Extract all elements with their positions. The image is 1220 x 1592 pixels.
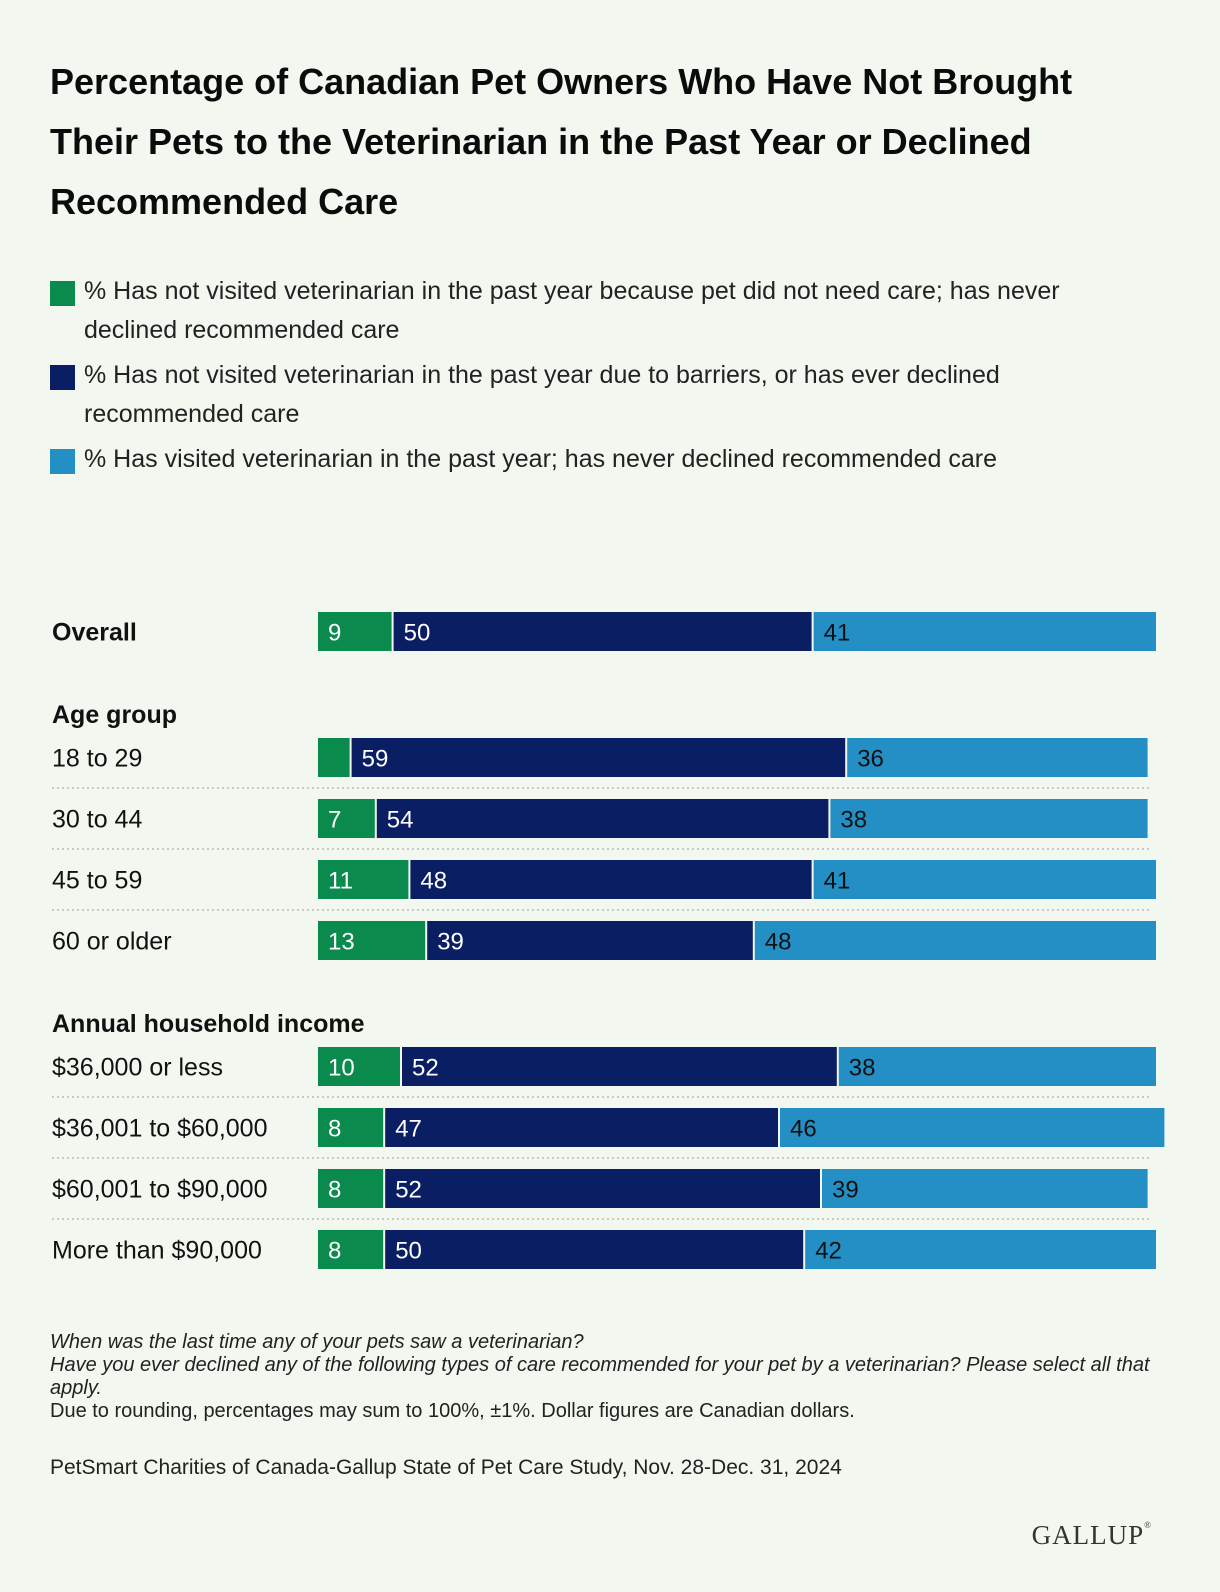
data-label: 48	[420, 868, 447, 895]
data-label: 39	[437, 929, 464, 956]
data-label: 10	[328, 1055, 355, 1082]
row-label: 60 or older	[52, 928, 172, 956]
bar-segment	[410, 860, 812, 899]
note-question-2: Have you ever declined any of the follow…	[50, 1354, 1150, 1399]
legend-label: % Has not visited veterinarian in the pa…	[84, 361, 1000, 428]
data-label: 41	[824, 620, 851, 647]
row-label: $36,000 or less	[52, 1054, 223, 1082]
bar-segment	[318, 860, 409, 899]
legend-item-barriers: % Has not visited veterinarian in the pa…	[50, 356, 1140, 434]
bar-segment	[385, 1108, 778, 1147]
chart-title: Percentage of Canadian Pet Owners Who Ha…	[50, 61, 1073, 222]
data-label: 48	[765, 929, 792, 956]
data-label: 36	[857, 746, 884, 773]
note-rounding: Due to rounding, percentages may sum to …	[50, 1400, 855, 1422]
data-label: 42	[815, 1238, 842, 1265]
bar-segment	[351, 738, 846, 777]
legend-swatch-green	[50, 281, 75, 306]
bar-segment	[318, 612, 392, 651]
data-label: 52	[395, 1177, 422, 1204]
data-label: 38	[840, 807, 867, 834]
source-line: PetSmart Charities of Canada-Gallup Stat…	[50, 1456, 842, 1479]
bar-segment	[402, 1047, 837, 1086]
bar-segment	[805, 1230, 1156, 1269]
logo-registered-mark: ®	[1144, 1520, 1152, 1530]
data-label: 52	[412, 1055, 439, 1082]
row-label: More than $90,000	[52, 1237, 262, 1265]
bar-segment	[385, 1169, 820, 1208]
bar-segment	[847, 738, 1148, 777]
bar-segment	[822, 1169, 1148, 1208]
bar-segment	[318, 921, 426, 960]
row-label: 30 to 44	[52, 806, 142, 834]
data-label: 41	[824, 868, 851, 895]
bar-segment	[830, 799, 1148, 838]
bar-segment	[838, 1047, 1156, 1086]
legend-swatch-blue	[50, 449, 75, 474]
legend: % Has not visited veterinarian in the pa…	[50, 272, 1140, 485]
row-label: $36,001 to $60,000	[52, 1115, 267, 1143]
bar-segment	[385, 1230, 804, 1269]
data-label: 9	[328, 620, 341, 647]
row-label: 18 to 29	[52, 745, 142, 773]
bar-segment	[754, 921, 1156, 960]
bar-segment	[318, 1169, 384, 1208]
data-label: 8	[328, 1238, 341, 1265]
legend-item-visited: % Has visited veterinarian in the past y…	[50, 440, 1140, 479]
legend-label: % Has not visited veterinarian in the pa…	[84, 277, 1060, 344]
row-label: $60,001 to $90,000	[52, 1176, 267, 1204]
legend-item-no-need: % Has not visited veterinarian in the pa…	[50, 272, 1140, 350]
group-heading: Age group	[52, 701, 177, 729]
data-label: 7	[328, 807, 341, 834]
row-label: Overall	[52, 619, 137, 647]
bar-segment	[318, 799, 375, 838]
data-label: 54	[387, 807, 414, 834]
gallup-logo: GALLUP®	[1032, 1520, 1152, 1551]
chart-notes: When was the last time any of your pets …	[50, 1331, 1170, 1423]
data-label: 38	[849, 1055, 876, 1082]
data-label: 47	[395, 1116, 422, 1143]
data-label: 59	[362, 746, 389, 773]
data-label: 8	[328, 1116, 341, 1143]
data-label: 39	[832, 1177, 859, 1204]
bar-segment	[813, 860, 1156, 899]
bar-segment	[318, 1108, 384, 1147]
legend-label: % Has visited veterinarian in the past y…	[84, 445, 997, 473]
group-heading: Annual household income	[52, 1010, 365, 1038]
bar-segment	[318, 1230, 384, 1269]
note-question-1: When was the last time any of your pets …	[50, 1331, 584, 1353]
bar-segment	[318, 738, 350, 777]
data-label: 8	[328, 1177, 341, 1204]
bar-segment	[813, 612, 1156, 651]
data-label: 13	[328, 929, 355, 956]
data-label: 46	[790, 1116, 817, 1143]
bar-segment	[427, 921, 753, 960]
data-label: 50	[404, 620, 431, 647]
data-label: 50	[395, 1238, 422, 1265]
logo-text: GALLUP	[1031, 1520, 1145, 1550]
bar-segment	[780, 1108, 1165, 1147]
legend-swatch-navy	[50, 365, 75, 390]
bar-segment	[393, 612, 812, 651]
bar-segment	[376, 799, 829, 838]
data-label: 11	[328, 868, 353, 895]
row-label: 45 to 59	[52, 867, 142, 895]
bar-segment	[318, 1047, 400, 1086]
